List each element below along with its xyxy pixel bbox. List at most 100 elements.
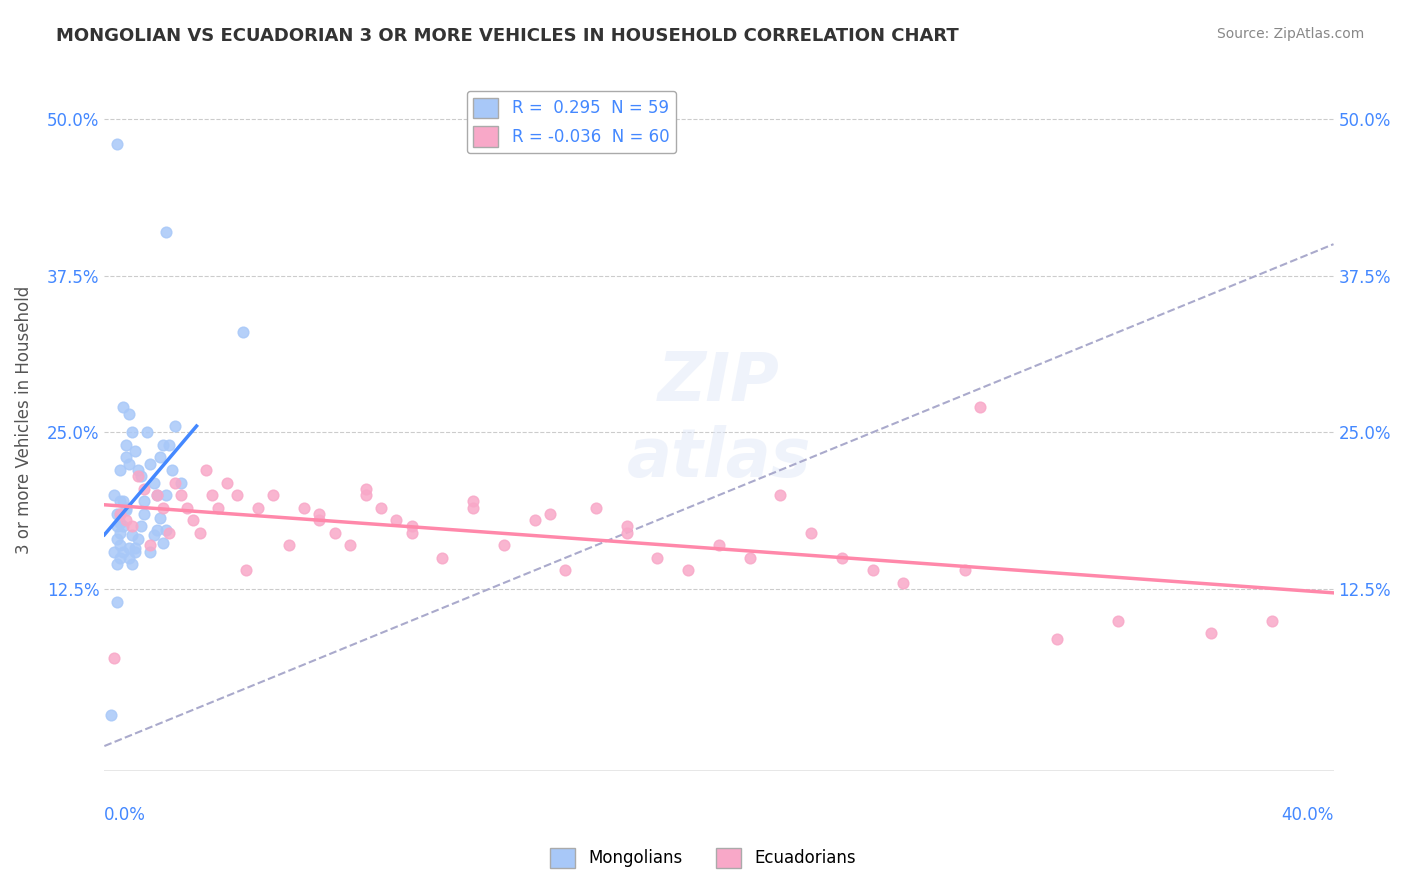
Point <box>160 463 183 477</box>
Point <box>323 525 346 540</box>
Point <box>155 523 177 537</box>
Point <box>111 494 134 508</box>
Point <box>121 528 143 542</box>
Point <box>118 550 141 565</box>
Legend: R =  0.295  N = 59, R = -0.036  N = 60: R = 0.295 N = 59, R = -0.036 N = 60 <box>467 91 676 153</box>
Point <box>707 538 730 552</box>
Point <box>139 457 162 471</box>
Point <box>769 488 792 502</box>
Point <box>115 438 138 452</box>
Point <box>155 225 177 239</box>
Point <box>127 463 149 477</box>
Point <box>176 500 198 515</box>
Point <box>108 550 131 565</box>
Point <box>129 519 152 533</box>
Point <box>108 507 131 521</box>
Point <box>115 500 138 515</box>
Point <box>165 475 187 490</box>
Point <box>103 544 125 558</box>
Point <box>152 438 174 452</box>
Point <box>262 488 284 502</box>
Point <box>129 469 152 483</box>
Point <box>616 519 638 533</box>
Point <box>891 576 914 591</box>
Point <box>152 500 174 515</box>
Point <box>115 450 138 465</box>
Point <box>538 507 561 521</box>
Point <box>461 494 484 508</box>
Point <box>354 488 377 502</box>
Point <box>149 510 172 524</box>
Point <box>118 541 141 555</box>
Point <box>105 557 128 571</box>
Point <box>145 523 167 537</box>
Point <box>111 401 134 415</box>
Legend: Mongolians, Ecuadorians: Mongolians, Ecuadorians <box>543 841 863 875</box>
Point <box>134 494 156 508</box>
Point <box>247 500 270 515</box>
Point <box>170 475 193 490</box>
Point <box>115 503 138 517</box>
Point <box>139 538 162 552</box>
Point <box>676 563 699 577</box>
Point <box>100 707 122 722</box>
Point <box>108 463 131 477</box>
Point <box>308 507 330 521</box>
Point <box>401 525 423 540</box>
Point <box>157 438 180 452</box>
Point <box>103 651 125 665</box>
Point <box>127 469 149 483</box>
Point <box>165 419 187 434</box>
Point <box>188 525 211 540</box>
Point <box>139 544 162 558</box>
Point <box>134 482 156 496</box>
Point <box>108 516 131 530</box>
Point <box>585 500 607 515</box>
Text: Source: ZipAtlas.com: Source: ZipAtlas.com <box>1216 27 1364 41</box>
Point <box>155 488 177 502</box>
Point <box>103 488 125 502</box>
Point <box>124 541 146 555</box>
Point <box>217 475 239 490</box>
Text: 0.0%: 0.0% <box>104 806 146 824</box>
Point <box>145 488 167 502</box>
Point <box>145 488 167 502</box>
Text: MONGOLIAN VS ECUADORIAN 3 OR MORE VEHICLES IN HOUSEHOLD CORRELATION CHART: MONGOLIAN VS ECUADORIAN 3 OR MORE VEHICL… <box>56 27 959 45</box>
Point <box>105 507 128 521</box>
Point <box>194 463 217 477</box>
Point <box>207 500 229 515</box>
Point <box>183 513 205 527</box>
Point <box>969 401 991 415</box>
Point <box>1261 614 1284 628</box>
Point <box>354 482 377 496</box>
Point <box>134 507 156 521</box>
Point <box>225 488 247 502</box>
Point <box>152 536 174 550</box>
Point <box>277 538 299 552</box>
Point <box>127 532 149 546</box>
Point <box>105 136 128 151</box>
Point <box>170 488 193 502</box>
Point <box>108 494 131 508</box>
Text: 40.0%: 40.0% <box>1281 806 1333 824</box>
Point <box>121 519 143 533</box>
Point <box>800 525 823 540</box>
Point <box>738 550 761 565</box>
Point <box>124 544 146 558</box>
Point <box>142 475 165 490</box>
Point <box>1199 626 1222 640</box>
Point <box>115 513 138 527</box>
Point <box>118 407 141 421</box>
Point <box>831 550 853 565</box>
Point <box>401 519 423 533</box>
Point <box>370 500 392 515</box>
Point <box>111 544 134 558</box>
Point <box>157 525 180 540</box>
Point <box>105 595 128 609</box>
Point <box>432 550 454 565</box>
Point <box>111 519 134 533</box>
Point <box>862 563 884 577</box>
Point <box>136 425 159 440</box>
Point <box>1046 632 1069 647</box>
Point <box>108 538 131 552</box>
